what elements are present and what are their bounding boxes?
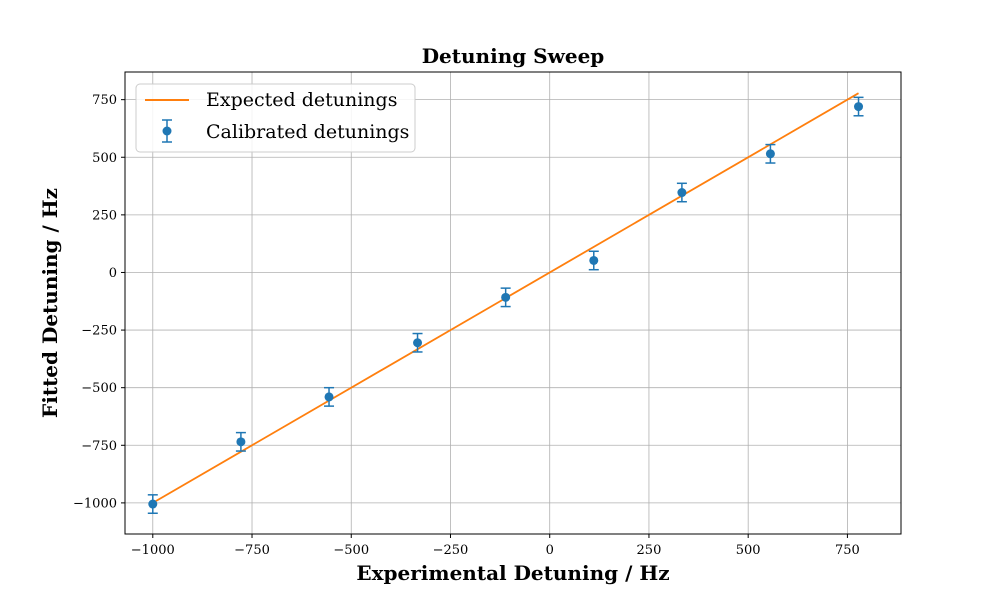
ticks-layer: −1000 −750 −500 −250 0 250 500 750 −1000 −750 −500…	[73, 93, 860, 558]
x-tick-label: −500	[333, 543, 369, 558]
calibrated-detuning-point	[236, 437, 246, 447]
legend-label-expected: Expected detunings	[206, 89, 397, 111]
y-tick-label: 750	[92, 93, 117, 108]
x-tick-label: −1000	[131, 543, 175, 558]
legend-box	[135, 83, 416, 153]
series-layer	[147, 92, 864, 515]
calibrated-detuning-point	[854, 102, 864, 112]
legend-label-calibrated: Calibrated detunings	[206, 121, 409, 143]
calibrated-detuning-point	[677, 188, 687, 198]
calibrated-detuning-point	[148, 499, 158, 509]
calibrated-detuning-point	[501, 292, 511, 302]
x-tick-label: 250	[637, 543, 662, 558]
y-tick-label: 500	[92, 151, 117, 166]
calibrated-detuning-point	[765, 149, 775, 159]
x-tick-label: −250	[433, 543, 469, 558]
calibrated-detuning-point	[413, 338, 423, 348]
calibrated-detuning-point	[589, 255, 599, 265]
legend: Expected detunings Calibrated detunings	[135, 83, 416, 153]
y-tick-label: −750	[81, 439, 117, 454]
x-tick-label: 0	[546, 543, 554, 558]
x-axis-label: Experimental Detuning / Hz	[356, 561, 669, 585]
x-tick-label: 750	[835, 543, 860, 558]
grid-layer	[125, 72, 901, 534]
y-tick-label: −1000	[73, 496, 117, 511]
y-tick-label: 250	[92, 208, 117, 223]
y-tick-label: −500	[81, 381, 117, 396]
calibrated-detuning-point	[324, 392, 334, 402]
chart-title: Detuning Sweep	[422, 44, 605, 68]
x-tick-label: 500	[736, 543, 761, 558]
legend-errorbar-swatch	[162, 119, 172, 143]
y-axis-label: Fitted Detuning / Hz	[38, 188, 62, 418]
plot-frame	[124, 71, 902, 535]
y-tick-label: 0	[109, 266, 117, 281]
y-tick-label: −250	[81, 324, 117, 339]
x-tick-label: −750	[234, 543, 270, 558]
